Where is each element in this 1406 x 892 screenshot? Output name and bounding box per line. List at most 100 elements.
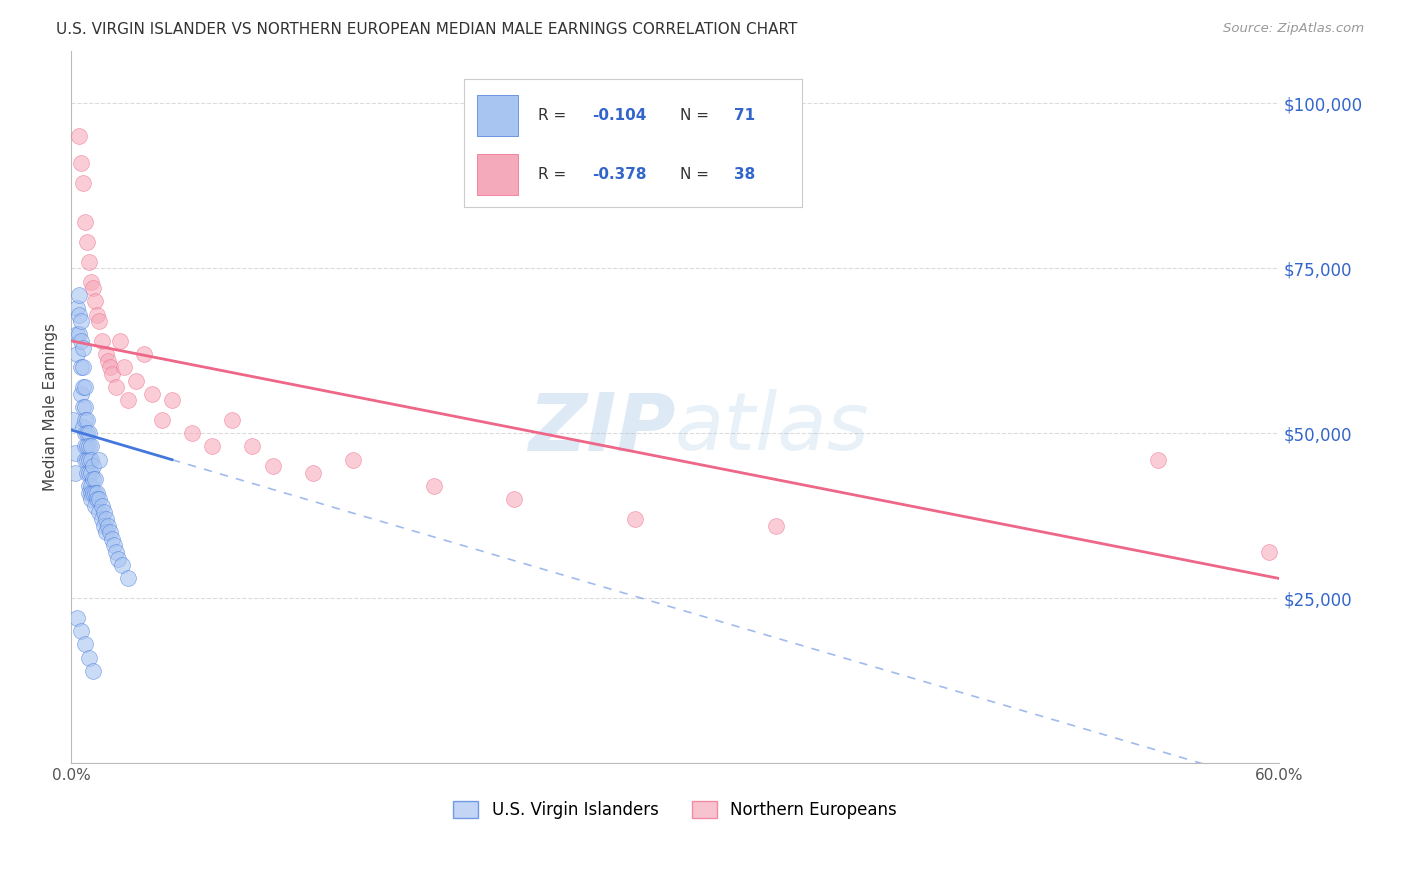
Point	[89, 505, 111, 519]
Point	[117, 571, 139, 585]
Point	[503, 492, 526, 507]
Point	[104, 545, 127, 559]
Point	[160, 393, 183, 408]
Point	[104, 380, 127, 394]
Point	[75, 452, 97, 467]
Point	[181, 426, 204, 441]
Point	[90, 499, 112, 513]
Point	[70, 386, 93, 401]
Point	[80, 466, 103, 480]
Point	[82, 473, 104, 487]
Point	[84, 499, 107, 513]
Point	[117, 393, 139, 408]
Point	[72, 176, 94, 190]
Point	[67, 327, 90, 342]
Point	[65, 446, 87, 460]
Point	[70, 624, 93, 639]
Point	[1257, 545, 1279, 559]
Point	[72, 360, 94, 375]
Point	[93, 505, 115, 519]
Point	[75, 426, 97, 441]
Point	[75, 637, 97, 651]
Point	[342, 452, 364, 467]
Point	[93, 518, 115, 533]
Point	[75, 380, 97, 394]
Point	[80, 479, 103, 493]
Point	[79, 440, 101, 454]
Point	[65, 466, 87, 480]
Point	[70, 334, 93, 348]
Point	[75, 413, 97, 427]
Point	[70, 156, 93, 170]
Point	[72, 341, 94, 355]
Point	[79, 485, 101, 500]
Point	[66, 327, 89, 342]
Point	[76, 235, 98, 249]
Point	[80, 275, 103, 289]
Point	[112, 360, 135, 375]
Point	[1147, 452, 1170, 467]
Point	[132, 347, 155, 361]
Point	[67, 287, 90, 301]
Point	[107, 551, 129, 566]
Point	[67, 129, 90, 144]
Point	[221, 413, 243, 427]
Point	[86, 485, 108, 500]
Point	[82, 664, 104, 678]
Text: U.S. VIRGIN ISLANDER VS NORTHERN EUROPEAN MEDIAN MALE EARNINGS CORRELATION CHART: U.S. VIRGIN ISLANDER VS NORTHERN EUROPEA…	[56, 22, 797, 37]
Point	[86, 308, 108, 322]
Point	[103, 538, 125, 552]
Point	[111, 558, 134, 573]
Y-axis label: Median Male Earnings: Median Male Earnings	[44, 323, 58, 491]
Point	[90, 334, 112, 348]
Point	[262, 459, 284, 474]
Point	[72, 380, 94, 394]
Point	[100, 532, 122, 546]
Point	[72, 400, 94, 414]
Point	[80, 485, 103, 500]
Point	[82, 459, 104, 474]
Point	[89, 314, 111, 328]
Point	[79, 426, 101, 441]
Point	[90, 512, 112, 526]
Point	[66, 301, 89, 315]
Point	[75, 440, 97, 454]
Point	[108, 334, 131, 348]
Point	[89, 492, 111, 507]
Point	[79, 650, 101, 665]
Point	[76, 452, 98, 467]
Point	[422, 479, 444, 493]
Text: atlas: atlas	[675, 389, 870, 467]
Point	[94, 347, 117, 361]
Point	[150, 413, 173, 427]
Point	[301, 466, 323, 480]
Point	[62, 413, 84, 427]
Point	[125, 374, 148, 388]
Point	[66, 611, 89, 625]
Point	[79, 466, 101, 480]
Point	[89, 452, 111, 467]
Point	[76, 426, 98, 441]
Point	[624, 512, 647, 526]
Point	[84, 473, 107, 487]
Point	[66, 347, 89, 361]
Point	[70, 360, 93, 375]
Point	[96, 518, 118, 533]
Point	[84, 294, 107, 309]
Point	[242, 440, 264, 454]
Point	[80, 492, 103, 507]
Point	[100, 367, 122, 381]
Point	[201, 440, 224, 454]
Point	[80, 440, 103, 454]
Point	[80, 452, 103, 467]
Point	[94, 512, 117, 526]
Point	[765, 518, 787, 533]
Text: ZIP: ZIP	[527, 389, 675, 467]
Point	[76, 413, 98, 427]
Point	[84, 485, 107, 500]
Point	[141, 386, 163, 401]
Point	[82, 281, 104, 295]
Point	[86, 492, 108, 507]
Point	[76, 466, 98, 480]
Point	[75, 400, 97, 414]
